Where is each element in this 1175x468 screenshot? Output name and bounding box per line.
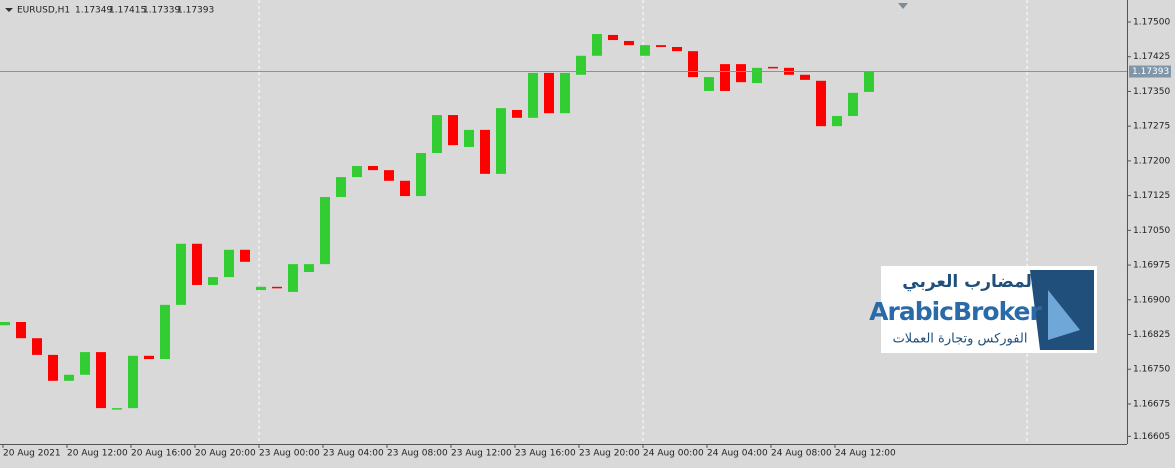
candle-body — [0, 322, 10, 326]
x-tick-label: 23 Aug 12:00 — [451, 449, 512, 459]
candle-body — [64, 374, 74, 381]
candle-body — [240, 249, 250, 262]
candle-body — [160, 304, 170, 360]
x-tick-label: 23 Aug 00:00 — [259, 449, 320, 459]
candle-body — [272, 286, 282, 289]
y-tick-label: 1.17350 — [1133, 87, 1170, 97]
candle-body — [224, 249, 234, 278]
candle-body — [80, 352, 90, 375]
x-tick-label: 24 Aug 08:00 — [771, 449, 832, 459]
y-tick-label: 1.17425 — [1133, 52, 1170, 62]
candle-body — [400, 180, 410, 197]
watermark-icon — [1048, 290, 1080, 340]
header-ohlc-value: 1.17349 — [75, 6, 112, 16]
candle-body — [608, 34, 618, 41]
candle-body — [688, 51, 698, 78]
x-tick-label: 23 Aug 16:00 — [515, 449, 576, 459]
menu-triangle[interactable] — [5, 8, 13, 12]
candle-body — [352, 165, 362, 178]
candle-body — [288, 264, 298, 292]
y-tick-label: 1.16605 — [1133, 432, 1170, 442]
candle-body — [16, 322, 26, 339]
x-tick-label: 24 Aug 12:00 — [835, 449, 896, 459]
watermark: المضارب العربي ArabicBroker الفوركس وتجا… — [869, 266, 1097, 353]
candle-body — [704, 77, 714, 91]
price-label: 1.17393 — [1132, 67, 1169, 77]
candle-body — [432, 115, 442, 154]
candle-body — [112, 408, 122, 410]
y-tick-label: 1.16975 — [1133, 261, 1170, 271]
x-tick-label: 20 Aug 16:00 — [131, 449, 192, 459]
candle-body — [384, 170, 394, 181]
price-label-box — [1129, 65, 1171, 78]
y-tick-label: 1.16900 — [1133, 295, 1170, 305]
candle-body — [816, 80, 826, 127]
header-ohlc-value: 1.17339 — [143, 6, 180, 16]
shift-marker — [898, 3, 908, 9]
candle-body — [128, 355, 138, 409]
x-tick-label: 24 Aug 00:00 — [643, 449, 704, 459]
candle-body — [560, 72, 570, 114]
candle-body — [768, 66, 778, 69]
candle-body — [656, 45, 666, 47]
candle-body — [256, 286, 266, 291]
candle-body — [512, 109, 522, 118]
y-tick-label: 1.16825 — [1133, 330, 1170, 340]
y-tick-label: 1.16750 — [1133, 365, 1170, 375]
candle-body — [320, 196, 330, 265]
candle-body — [640, 45, 650, 56]
header-ohlc-value: 1.17393 — [177, 6, 214, 16]
candle-body — [176, 243, 186, 305]
candle-body — [480, 129, 490, 174]
y-tick-label: 1.17125 — [1133, 191, 1170, 201]
y-tick-label: 1.17500 — [1133, 17, 1170, 27]
candle-body — [336, 177, 346, 197]
candle-body — [752, 67, 762, 84]
candle-body — [368, 165, 378, 171]
symbol-label: EURUSD,H1 — [17, 6, 70, 16]
candle-body — [448, 115, 458, 146]
y-tick-label: 1.16675 — [1133, 399, 1170, 409]
x-tick-label: 20 Aug 2021 — [3, 449, 61, 459]
y-tick-label: 1.17275 — [1133, 122, 1170, 132]
candle-body — [96, 352, 106, 409]
x-tick-label: 23 Aug 04:00 — [323, 449, 384, 459]
candle-body — [592, 34, 602, 56]
candle-body — [576, 55, 586, 75]
y-tick-label: 1.17200 — [1133, 156, 1170, 166]
x-tick-label: 20 Aug 12:00 — [67, 449, 128, 459]
header-ohlc-value: 1.17415 — [109, 6, 146, 16]
candle-body — [544, 72, 554, 114]
candle-body — [672, 46, 682, 52]
candle-body — [464, 129, 474, 147]
y-tick-label: 1.17050 — [1133, 226, 1170, 236]
x-tick-label: 20 Aug 20:00 — [195, 449, 256, 459]
candle-body — [496, 108, 506, 174]
candle-body — [720, 64, 730, 91]
x-tick-label: 24 Aug 04:00 — [707, 449, 768, 459]
candle-body — [32, 338, 42, 355]
candle-body — [192, 243, 202, 285]
candle-body — [144, 355, 154, 360]
candle-body — [624, 40, 634, 46]
candle-body — [304, 264, 314, 273]
candle-body — [800, 74, 810, 80]
x-tick-label: 23 Aug 20:00 — [579, 449, 640, 459]
watermark-arabic-title: المضارب العربي — [902, 272, 1038, 292]
candle-body — [736, 64, 746, 83]
x-tick-label: 23 Aug 08:00 — [387, 449, 448, 459]
candle-body — [208, 277, 218, 285]
candle-body — [848, 92, 858, 116]
watermark-subtitle: الفوركس وتجارة العملات — [893, 332, 1028, 347]
watermark-brand: ArabicBroker — [869, 297, 1042, 326]
candle-body — [528, 72, 538, 118]
candle-body — [48, 354, 58, 381]
candle-body — [416, 153, 426, 197]
candle-body — [832, 115, 842, 127]
candle-body — [864, 71, 874, 92]
